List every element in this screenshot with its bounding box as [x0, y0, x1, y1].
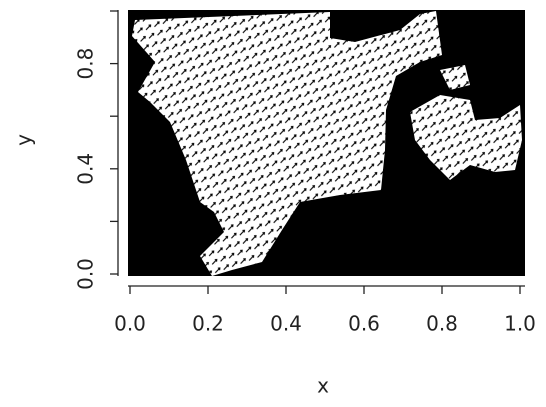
x-axis-label: x	[317, 374, 329, 398]
y-axis-label: y	[12, 134, 36, 146]
x-tick-label: 0.2	[192, 312, 224, 336]
y-tick-label: 0.8	[74, 48, 98, 80]
x-tick-label: 1.0	[504, 312, 536, 336]
x-tick-label: 0.4	[270, 312, 302, 336]
y-tick-label: 0.4	[74, 153, 98, 185]
x-tick-label: 0.6	[348, 312, 380, 336]
y-tick-label: 0.0	[74, 258, 98, 290]
x-tick-label: 0.8	[426, 312, 458, 336]
vector-field-map	[132, 11, 522, 276]
x-tick-label: 0.0	[114, 312, 146, 336]
